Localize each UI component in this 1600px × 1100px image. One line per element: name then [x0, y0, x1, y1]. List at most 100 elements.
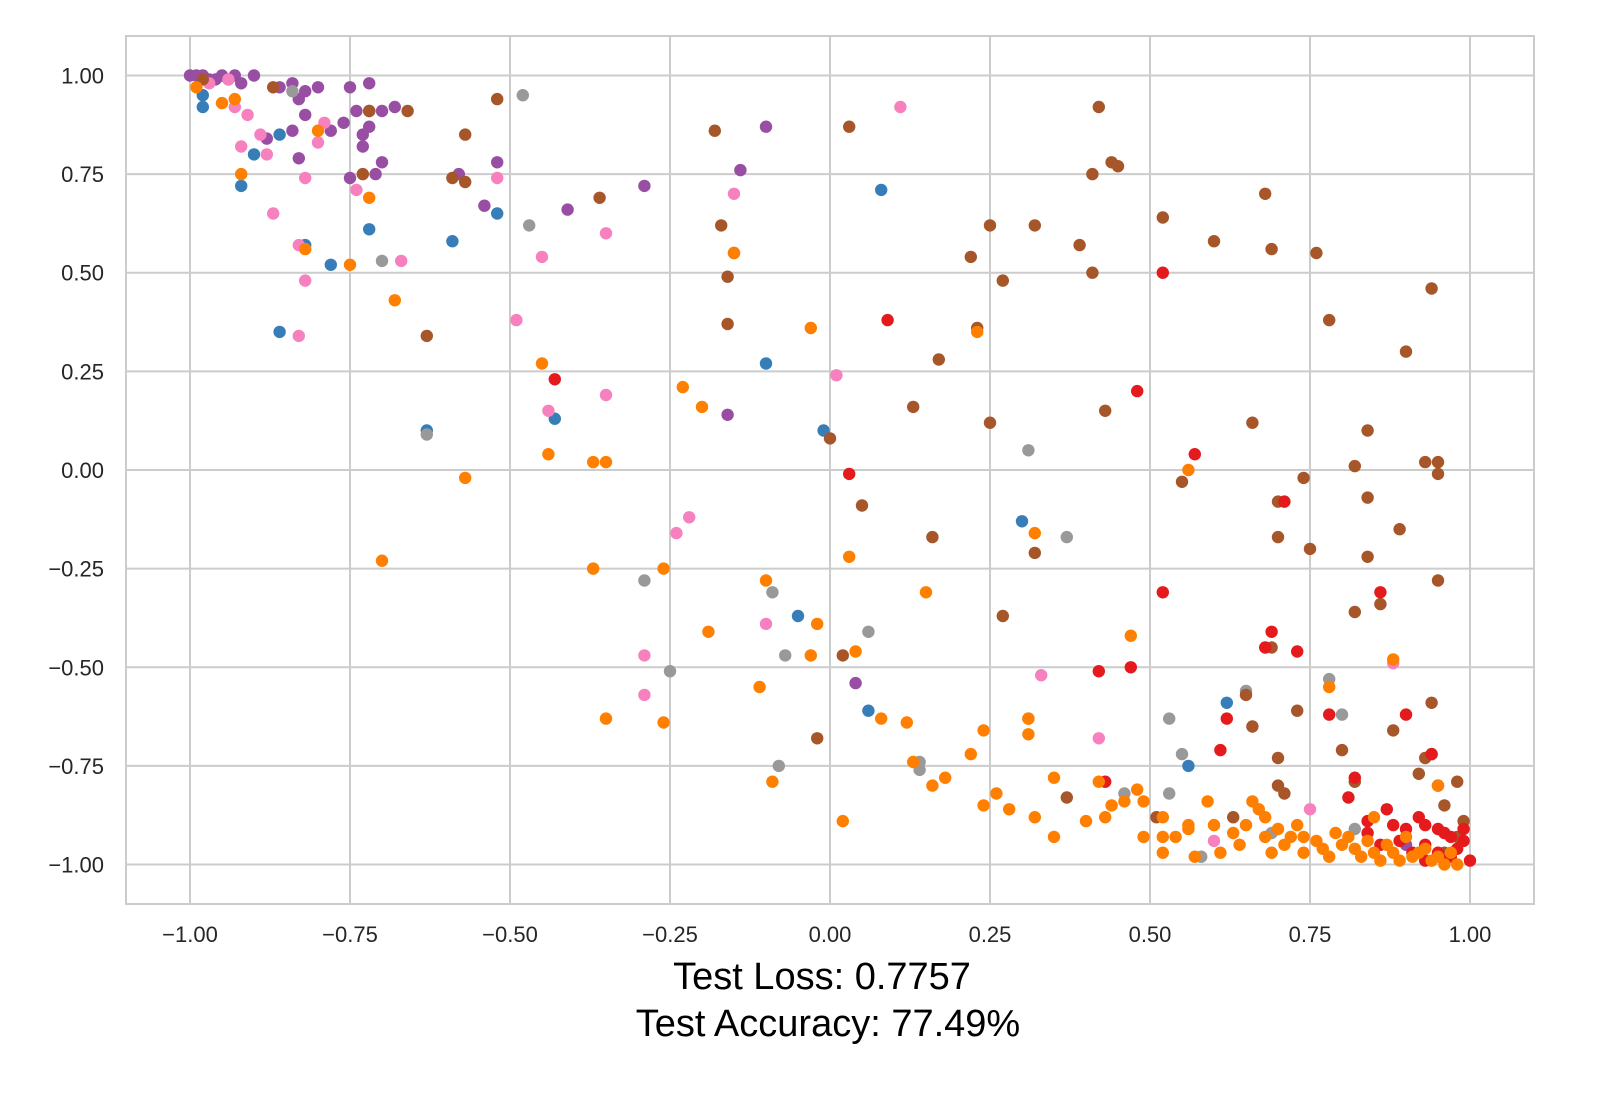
scatter-point — [1060, 530, 1074, 544]
scatter-point — [1022, 728, 1035, 741]
scatter-point — [375, 554, 389, 567]
scatter-point — [491, 171, 504, 185]
scatter-point — [1335, 708, 1349, 721]
scatter-point — [1214, 743, 1227, 757]
scatter-point — [907, 400, 920, 414]
scatter-point — [299, 108, 312, 122]
scatter-point — [1271, 530, 1285, 544]
scatter-point — [375, 156, 389, 169]
scatter-point — [587, 562, 600, 575]
scatter-point — [1060, 791, 1074, 804]
scatter-point — [1348, 459, 1362, 473]
x-tick-labels: −1.00 −0.75 −0.50 −0.25 0.00 0.25 0.50 0.75 1.00 — [162, 922, 1491, 947]
scatter-point — [395, 254, 408, 268]
scatter-point — [1393, 523, 1406, 536]
scatter-point — [1323, 708, 1336, 721]
y-tick-label: −0.50 — [48, 655, 104, 680]
scatter-point — [1361, 491, 1374, 504]
scatter-point — [587, 455, 600, 469]
scatter-point — [286, 124, 299, 137]
scatter-point — [1188, 850, 1202, 863]
scatter-point — [1387, 818, 1400, 832]
y-tick-label: 0.00 — [61, 458, 104, 483]
scatter-point — [1291, 818, 1304, 832]
scatter-point — [715, 219, 728, 232]
scatter-point — [1374, 854, 1387, 867]
scatter-point — [311, 81, 325, 94]
scatter-point — [1163, 712, 1176, 725]
scatter-point — [1163, 787, 1176, 800]
scatter-point — [849, 645, 862, 658]
scatter-point — [1175, 475, 1189, 488]
scatter-point — [324, 258, 337, 271]
x-tick-label: 0.25 — [969, 922, 1012, 947]
scatter-point — [1092, 732, 1106, 745]
scatter-point — [811, 732, 824, 745]
scatter-point — [1431, 467, 1445, 481]
scatter-point — [299, 242, 312, 256]
scatter-point — [971, 325, 984, 339]
scatter-point — [1227, 811, 1240, 824]
scatter-point — [235, 179, 248, 193]
scatter-point — [459, 175, 472, 189]
scatter-point — [190, 81, 203, 94]
scatter-point — [759, 617, 773, 631]
scatter-point — [599, 388, 613, 402]
scatter-point — [337, 116, 350, 129]
y-tick-labels: −1.00 −0.75 −0.50 −0.25 0.00 0.25 0.50 0.75 1.00 — [48, 63, 104, 877]
scatter-point — [721, 408, 734, 421]
scatter-point — [446, 171, 459, 185]
scatter-point — [593, 191, 606, 204]
scatter-point — [1156, 586, 1170, 599]
scatter-point — [772, 759, 785, 773]
scatter-point — [855, 499, 869, 512]
scatter-point — [1303, 542, 1317, 556]
scatter-point — [1201, 795, 1214, 808]
scatter-point — [254, 128, 267, 141]
scatter-point — [1451, 775, 1464, 788]
x-tick-label: 1.00 — [1449, 922, 1492, 947]
scatter-point — [1028, 811, 1042, 824]
scatter-point — [875, 712, 888, 725]
scatter-point — [1227, 826, 1240, 840]
scatter-point — [1099, 404, 1112, 417]
scatter-point — [363, 223, 376, 236]
scatter-point — [599, 712, 613, 725]
scatter-point — [343, 171, 357, 185]
scatter-point — [983, 416, 997, 429]
scatter-point — [1438, 799, 1451, 812]
scatter-point — [1271, 822, 1285, 836]
scatter-point — [401, 104, 414, 118]
scatter-point — [843, 550, 856, 563]
scatter-point — [1246, 720, 1259, 733]
scatter-point — [964, 747, 977, 761]
scatter-point — [1137, 795, 1150, 808]
scatter-point — [1425, 747, 1438, 761]
scatter-point — [1022, 712, 1035, 725]
y-tick-label: −1.00 — [48, 853, 104, 878]
scatter-point — [766, 775, 779, 788]
scatter-point — [830, 369, 843, 382]
scatter-point — [548, 373, 561, 386]
scatter-point — [657, 562, 670, 575]
scatter-point — [1182, 463, 1195, 477]
scatter-point — [843, 120, 856, 133]
scatter-point — [1323, 680, 1336, 694]
scatter-point — [1393, 854, 1406, 867]
scatter-point — [964, 250, 977, 264]
scatter-point — [683, 511, 696, 524]
scatter-point — [1259, 811, 1272, 824]
scatter-point — [1310, 246, 1323, 260]
x-tick-label: 0.00 — [809, 922, 852, 947]
scatter-point — [350, 104, 363, 118]
scatter-point — [919, 586, 933, 599]
scatter-point — [363, 104, 376, 118]
scatter-point — [1335, 743, 1349, 757]
y-tick-label: −0.25 — [48, 557, 104, 582]
scatter-point — [836, 814, 849, 828]
scatter-point — [1086, 167, 1099, 181]
y-tick-label: 0.50 — [61, 261, 104, 286]
scatter-point — [939, 771, 952, 784]
scatter-point — [1463, 854, 1477, 867]
